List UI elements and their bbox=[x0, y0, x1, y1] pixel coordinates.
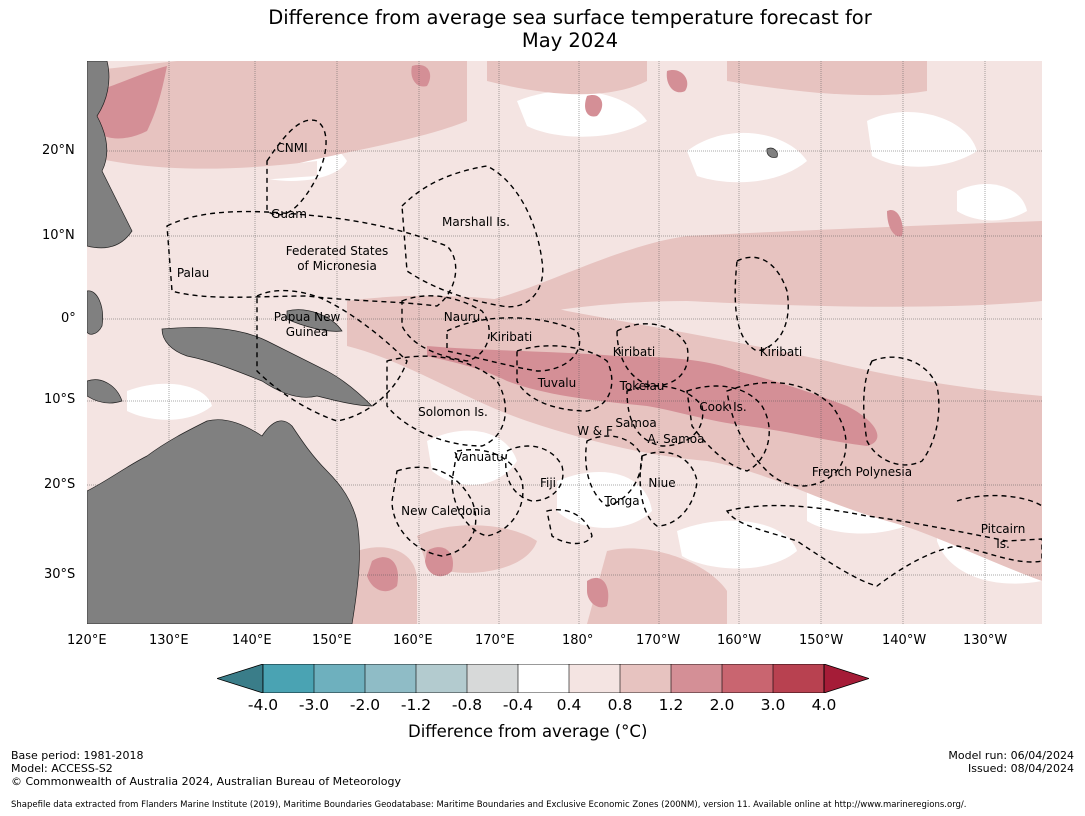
map-title: Difference from average sea surface temp… bbox=[0, 6, 1085, 52]
lon-label-160e: 160°E bbox=[393, 633, 433, 648]
borneo-landmass bbox=[87, 290, 103, 335]
region-label-kiribati-east: Kiribati bbox=[759, 345, 803, 359]
lat-label-10n: 10°N bbox=[42, 228, 75, 243]
region-label-tonga: Tonga bbox=[604, 494, 640, 508]
colorbar-tick: 1.2 bbox=[658, 696, 684, 714]
new-guinea-landmass bbox=[161, 327, 373, 407]
lon-label-140w: 140°W bbox=[882, 633, 927, 648]
colorbar-bin-5 bbox=[467, 664, 518, 693]
lat-label-10s: 10°S bbox=[44, 392, 76, 407]
region-label-fiji: Fiji bbox=[539, 476, 557, 490]
region-label-kiribati-west: Kiribati bbox=[489, 330, 533, 344]
colorbar-label: Difference from average (°C) bbox=[408, 722, 648, 741]
region-label-png-line1: Papua New bbox=[273, 310, 341, 324]
region-label-cook-is: Cook Is. bbox=[699, 400, 747, 414]
sst-anomaly-map: CNMI Guam Marshall Is. Federated States … bbox=[87, 61, 1042, 624]
region-label-tokelau: Tokelau bbox=[619, 379, 665, 393]
land-masses bbox=[87, 61, 778, 624]
region-label-tuvalu: Tuvalu bbox=[537, 376, 577, 390]
sulawesi-landmass bbox=[87, 379, 123, 404]
region-label-wallis-futuna: W & F bbox=[577, 424, 613, 438]
lon-label-160w: 160°W bbox=[717, 633, 762, 648]
colorbar-tick: 4.0 bbox=[811, 696, 837, 714]
lon-label-120e: 120°E bbox=[67, 633, 107, 648]
lat-label-20s: 20°S bbox=[44, 477, 76, 492]
colorbar-tick: -0.8 bbox=[451, 696, 483, 714]
copyright-text: © Commonwealth of Australia 2024, Austra… bbox=[11, 775, 401, 788]
region-label-nauru: Nauru bbox=[443, 310, 481, 324]
region-label-vanuatu: Vanuatu bbox=[454, 450, 504, 464]
colorbar-tick: -2.0 bbox=[349, 696, 381, 714]
lon-label-170e: 170°E bbox=[475, 633, 515, 648]
region-label-pitcairn-line2: Is. bbox=[996, 537, 1010, 551]
model-run-text: Model run: 06/04/2024 bbox=[948, 749, 1074, 762]
colorbar-tick: 3.0 bbox=[760, 696, 786, 714]
eez-boundaries bbox=[166, 119, 1042, 587]
colorbar-tick: 0.8 bbox=[607, 696, 633, 714]
new-britain-landmass bbox=[286, 309, 343, 332]
lon-label-130e: 130°E bbox=[149, 633, 189, 648]
region-label-marshall-is: Marshall Is. bbox=[442, 215, 510, 229]
colorbar-tick: -3.0 bbox=[298, 696, 330, 714]
colorbar-bin-9 bbox=[671, 664, 722, 693]
colorbar-tick: -0.4 bbox=[502, 696, 534, 714]
lat-label-0: 0° bbox=[61, 311, 76, 326]
colorbar-bin-2 bbox=[314, 664, 365, 693]
base-period-text: Base period: 1981-2018 bbox=[11, 749, 144, 762]
colorbar-extend-low bbox=[217, 664, 264, 693]
colorbar-bin-8 bbox=[620, 664, 671, 693]
region-label-american-samoa: A. Samoa bbox=[647, 432, 705, 446]
philippines-landmass bbox=[87, 61, 133, 249]
lon-label-170w: 170°W bbox=[636, 633, 681, 648]
colorbar bbox=[217, 664, 869, 693]
footer-right: Model run: 06/04/2024 Issued: 08/04/2024 bbox=[948, 749, 1074, 775]
colorbar-bin-3 bbox=[365, 664, 416, 693]
region-label-samoa: Samoa bbox=[615, 416, 657, 430]
colorbar-tick: -1.2 bbox=[400, 696, 432, 714]
region-label-fsm-line2: of Micronesia bbox=[297, 259, 377, 273]
hawaii-landmass bbox=[766, 147, 778, 158]
lon-label-150e: 150°E bbox=[312, 633, 352, 648]
colorbar-tick: -4.0 bbox=[247, 696, 279, 714]
region-label-kiribati-central: Kiribati bbox=[612, 345, 656, 359]
region-label-png-line2: Guinea bbox=[285, 325, 329, 339]
title-line-2: May 2024 bbox=[521, 29, 619, 52]
colorbar-bin-7 bbox=[569, 664, 620, 693]
region-label-palau: Palau bbox=[176, 266, 210, 280]
lat-label-20n: 20°N bbox=[42, 143, 75, 158]
lon-label-140e: 140°E bbox=[232, 633, 272, 648]
colorbar-bin-4 bbox=[416, 664, 467, 693]
colorbar-tick: 2.0 bbox=[709, 696, 735, 714]
issued-text: Issued: 08/04/2024 bbox=[967, 762, 1074, 775]
region-label-pitcairn-line1: Pitcairn bbox=[980, 522, 1026, 536]
model-text: Model: ACCESS-S2 bbox=[11, 762, 113, 775]
colorbar-bin-6 bbox=[518, 664, 569, 693]
colorbar-bin-11 bbox=[773, 664, 824, 693]
australia-landmass bbox=[87, 419, 360, 624]
region-label-guam: Guam bbox=[271, 207, 307, 221]
lon-label-150w: 150°W bbox=[799, 633, 844, 648]
region-label-new-caledonia: New Caledonia bbox=[401, 504, 491, 518]
region-label-cnmi: CNMI bbox=[276, 141, 308, 155]
region-label-niue: Niue bbox=[648, 476, 676, 490]
colorbar-bin-10 bbox=[722, 664, 773, 693]
region-label-fsm-line1: Federated States bbox=[285, 244, 389, 258]
shapefile-credit: Shapefile data extracted from Flanders M… bbox=[11, 800, 967, 810]
region-label-solomon-is: Solomon Is. bbox=[418, 405, 488, 419]
region-label-french-polynesia: French Polynesia bbox=[811, 465, 913, 479]
colorbar-frame bbox=[262, 664, 825, 693]
colorbar-tick: 0.4 bbox=[556, 696, 582, 714]
colorbar-dividers bbox=[313, 664, 774, 693]
title-line-1: Difference from average sea surface temp… bbox=[268, 6, 872, 29]
lon-label-180: 180° bbox=[562, 633, 594, 648]
colorbar-bin-1 bbox=[263, 664, 314, 693]
colorbar-extend-high bbox=[823, 664, 869, 693]
footer-left: Base period: 1981-2018 Model: ACCESS-S2 … bbox=[11, 749, 401, 788]
map-canvas bbox=[87, 61, 1042, 624]
lon-label-130w: 130°W bbox=[963, 633, 1008, 648]
lat-label-30s: 30°S bbox=[44, 567, 76, 582]
